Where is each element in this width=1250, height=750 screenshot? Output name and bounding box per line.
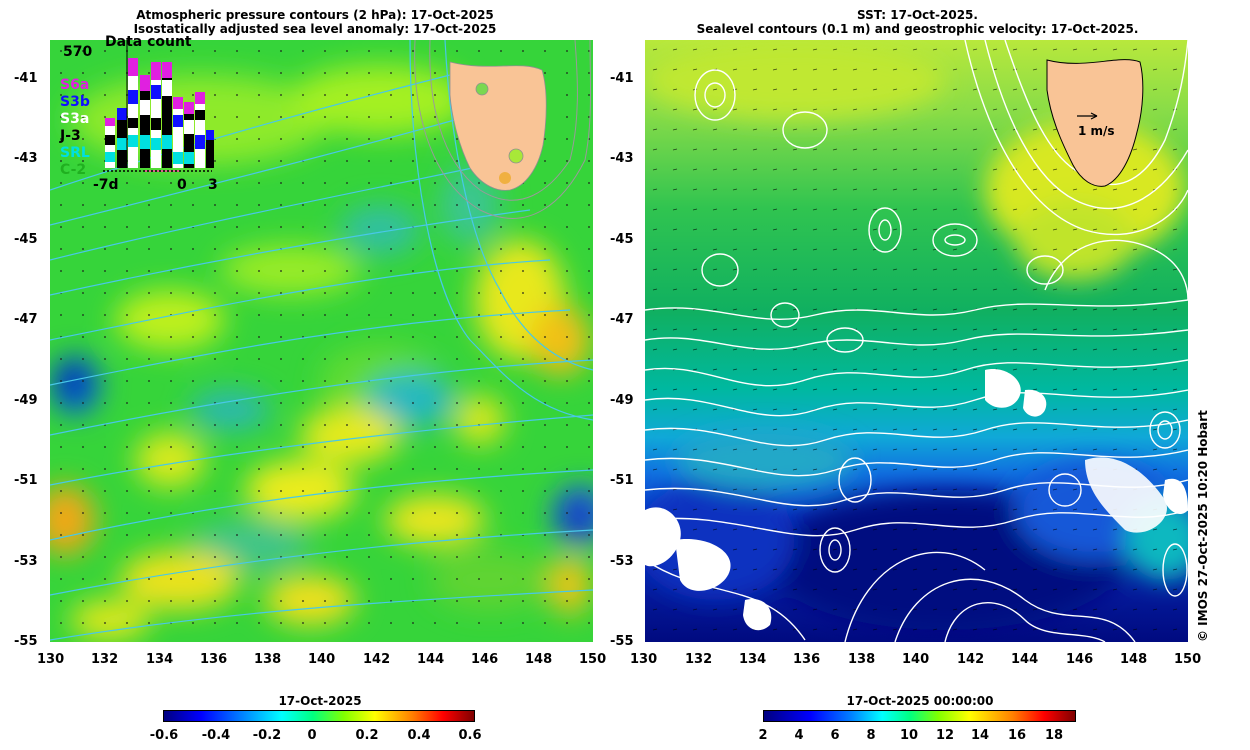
left-y-tick: -51: [14, 473, 38, 488]
left-x-tick: 138: [254, 652, 282, 667]
left-x-tick: 132: [91, 652, 119, 667]
left-x-tick: 130: [37, 652, 65, 667]
inset-x-start: -7d: [93, 177, 119, 193]
right-x-tick: 150: [1174, 652, 1202, 667]
right-x-tick: 148: [1120, 652, 1148, 667]
left-x-tick: 136: [200, 652, 228, 667]
inset-x-end: 3: [208, 177, 218, 193]
imos-credit: © IMOS 27-Oct-2025 10:20 Hobart: [1196, 410, 1210, 642]
island-marker-1: [475, 82, 489, 96]
left-y-tick: -43: [14, 151, 38, 166]
eddy-contours: [694, 69, 1188, 597]
sst-colorbar-tick: 16: [1007, 728, 1027, 743]
right-x-tick: 144: [1011, 652, 1039, 667]
right-x-tick: 142: [957, 652, 985, 667]
sst-colorbar-tick: 4: [794, 728, 804, 743]
left-y-tick: -49: [14, 393, 38, 408]
left-title: Atmospheric pressure contours (2 hPa): 1…: [60, 8, 570, 36]
sla-colorbar-tick: -0.4: [201, 728, 231, 743]
sst-colorbar-tick: 2: [758, 728, 768, 743]
right-x-tick: 146: [1066, 652, 1094, 667]
inset-title: Data count: [105, 34, 192, 50]
sst-colorbar-tick: 10: [899, 728, 919, 743]
sla-colorbar-tick: -0.6: [149, 728, 179, 743]
sla-colorbar-tick: 0.6: [458, 728, 482, 743]
right-title-line1: SST: 17-Oct-2025.: [857, 8, 978, 22]
inset-label-s6a: S6a: [60, 77, 90, 93]
data-count-inset: 570 Data count S6a S3b S3a J-3 SRL C-2 -…: [60, 34, 220, 195]
right-y-tick: -49: [610, 393, 634, 408]
right-x-tick: 132: [685, 652, 713, 667]
left-y-tick: -53: [14, 554, 38, 569]
sst-colorbar-title: 17-Oct-2025 00:00:00: [846, 694, 994, 708]
right-x-tick: 138: [848, 652, 876, 667]
inset-label-s3b: S3b: [60, 94, 90, 110]
sla-colorbar-title: 17-Oct-2025: [278, 694, 362, 708]
inset-x-zero: 0: [177, 177, 187, 193]
left-x-tick: 146: [471, 652, 499, 667]
inset-max-count: 570: [63, 44, 93, 60]
left-y-tick: -45: [14, 232, 38, 247]
left-x-tick: 142: [363, 652, 391, 667]
right-y-tick: -45: [610, 232, 634, 247]
data-count-bars: [103, 40, 214, 172]
sealevel-contours: [645, 40, 1188, 642]
sla-colorbar-tick: 0.4: [407, 728, 431, 743]
right-x-tick: 130: [630, 652, 658, 667]
velocity-scale-label: 1 m/s: [1078, 124, 1115, 138]
sst-colorbar-tick: 14: [970, 728, 990, 743]
sst-map[interactable]: 1 m/s: [645, 40, 1188, 642]
right-title: SST: 17-Oct-2025. Sealevel contours (0.1…: [640, 8, 1195, 36]
left-x-tick: 134: [146, 652, 174, 667]
sst-colorbar-tick: 18: [1044, 728, 1064, 743]
right-y-tick: -43: [610, 151, 634, 166]
inset-label-c2: C-2: [60, 162, 87, 178]
pressure-contours: [50, 40, 593, 641]
right-title-line2: Sealevel contours (0.1 m) and geostrophi…: [696, 22, 1139, 36]
right-x-tick: 140: [902, 652, 930, 667]
sst-map-canvas: [645, 40, 1188, 642]
right-y-tick: -53: [610, 554, 634, 569]
sla-colorbar-tick: -0.2: [252, 728, 282, 743]
sla-colorbar[interactable]: [163, 710, 475, 722]
left-x-tick: 140: [308, 652, 336, 667]
sst-colorbar[interactable]: [763, 710, 1076, 722]
right-x-tick: 136: [793, 652, 821, 667]
right-y-tick: -47: [610, 312, 634, 327]
cloud-mask-patches: [645, 369, 1188, 631]
left-y-tick: -55: [14, 634, 38, 649]
island-marker-3: [499, 172, 511, 184]
left-x-tick: 144: [417, 652, 445, 667]
right-y-tick: -51: [610, 473, 634, 488]
bathymetry-contours: [414, 40, 592, 219]
left-title-line2: Isostatically adjusted sea level anomaly…: [133, 22, 497, 36]
left-y-tick: -47: [14, 312, 38, 327]
sla-colorbar-tick: 0: [307, 728, 317, 743]
inset-label-j3: J-3: [60, 128, 81, 144]
sst-colorbar-tick: 6: [830, 728, 840, 743]
left-x-tick: 150: [579, 652, 607, 667]
velocity-scale-arrowhead: [1090, 112, 1098, 120]
inset-label-srl: SRL: [60, 145, 90, 161]
tasmania-land: [1046, 59, 1144, 187]
sla-colorbar-tick: 0.2: [355, 728, 379, 743]
right-y-tick: -55: [610, 634, 634, 649]
left-title-line1: Atmospheric pressure contours (2 hPa): 1…: [136, 8, 494, 22]
right-x-tick: 134: [739, 652, 767, 667]
island-marker-2: [508, 148, 524, 164]
left-y-tick: -41: [14, 71, 38, 86]
sst-colorbar-tick: 8: [866, 728, 876, 743]
left-x-tick: 148: [525, 652, 553, 667]
inset-label-s3a: S3a: [60, 111, 90, 127]
right-y-tick: -41: [610, 71, 634, 86]
sst-colorbar-tick: 12: [935, 728, 955, 743]
